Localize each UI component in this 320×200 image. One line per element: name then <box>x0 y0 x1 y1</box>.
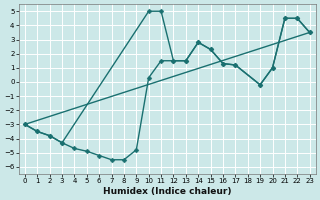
X-axis label: Humidex (Indice chaleur): Humidex (Indice chaleur) <box>103 187 232 196</box>
